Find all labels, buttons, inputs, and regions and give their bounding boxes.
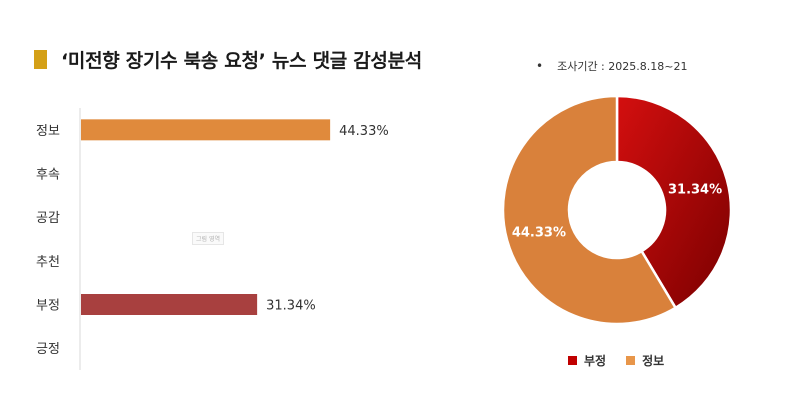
bar-category-label: 긍정 bbox=[36, 342, 60, 357]
legend-swatch-info bbox=[626, 356, 636, 365]
title-block: ‘미전향 장기수 북송 요청’ 뉴스 댓글 감성분석 bbox=[34, 46, 422, 73]
donut-slice-info bbox=[501, 94, 678, 326]
donut-value-label: 44.33% bbox=[512, 226, 566, 241]
bar-category-label: 추천 bbox=[36, 255, 60, 270]
legend-label-negative: 부정 bbox=[584, 354, 607, 368]
bar-value-label: 31.34% bbox=[266, 299, 316, 314]
survey-period-text: 조사기간 : 2025.8.18~21 bbox=[557, 60, 688, 73]
legend-item-info: 정보 bbox=[626, 352, 664, 369]
bar-category-label: 후속 bbox=[36, 168, 60, 183]
bar-value-label: 44.33% bbox=[339, 124, 389, 139]
legend-swatch-negative bbox=[568, 356, 577, 365]
bar bbox=[81, 119, 331, 141]
donut-legend: 부정 정보 bbox=[568, 352, 684, 369]
bar-category-label: 정보 bbox=[36, 124, 60, 139]
legend-item-negative: 부정 bbox=[568, 352, 606, 369]
title-marker-icon bbox=[34, 50, 47, 69]
watermark: 그림 영역 bbox=[192, 232, 224, 245]
donut-slice-negative bbox=[615, 94, 733, 310]
chart-title: ‘미전향 장기수 북송 요청’ 뉴스 댓글 감성분석 bbox=[61, 50, 422, 72]
donut-value-label: 31.34% bbox=[668, 182, 722, 197]
bar-category-label: 공감 bbox=[36, 211, 60, 226]
bar bbox=[81, 294, 258, 315]
bar-category-label: 부정 bbox=[36, 299, 60, 314]
survey-period: • 조사기간 : 2025.8.18~21 bbox=[536, 58, 687, 74]
legend-label-info: 정보 bbox=[642, 354, 665, 368]
bullet-icon: • bbox=[536, 59, 544, 73]
